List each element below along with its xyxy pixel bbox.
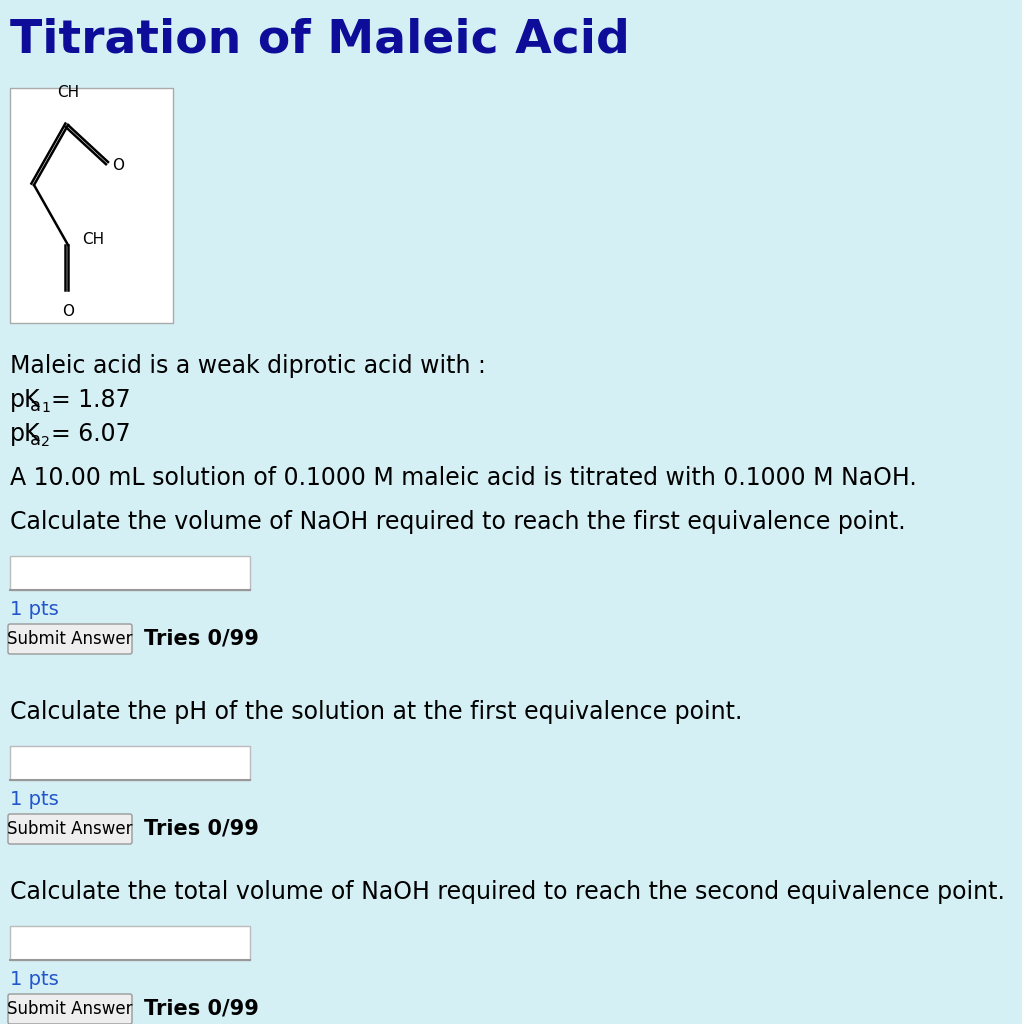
Text: Submit Answer: Submit Answer (7, 1000, 133, 1018)
Text: CH: CH (57, 85, 79, 100)
Text: 2: 2 (41, 435, 50, 449)
Bar (10, 556, 250, 590)
Bar (10, 88, 173, 323)
Text: pK: pK (10, 388, 41, 412)
Text: CH: CH (82, 231, 104, 247)
Text: 1 pts: 1 pts (10, 970, 58, 989)
Text: Tries 0/99: Tries 0/99 (144, 819, 259, 839)
Text: Tries 0/99: Tries 0/99 (144, 999, 259, 1019)
FancyBboxPatch shape (8, 624, 132, 654)
Text: Tries 0/99: Tries 0/99 (144, 629, 259, 649)
Text: Calculate the volume of NaOH required to reach the first equivalence point.: Calculate the volume of NaOH required to… (10, 510, 905, 534)
Text: Titration of Maleic Acid: Titration of Maleic Acid (10, 17, 630, 62)
Text: O: O (112, 159, 124, 173)
Text: A 10.00 mL solution of 0.1000 M maleic acid is titrated with 0.1000 M NaOH.: A 10.00 mL solution of 0.1000 M maleic a… (10, 466, 917, 490)
Text: Submit Answer: Submit Answer (7, 820, 133, 838)
Text: Calculate the pH of the solution at the first equivalence point.: Calculate the pH of the solution at the … (10, 700, 742, 724)
Text: Maleic acid is a weak diprotic acid with :: Maleic acid is a weak diprotic acid with… (10, 354, 485, 378)
FancyBboxPatch shape (8, 994, 132, 1024)
Text: Calculate the total volume of NaOH required to reach the second equivalence poin: Calculate the total volume of NaOH requi… (10, 880, 1005, 904)
Text: pK: pK (10, 422, 41, 446)
Bar (10, 746, 250, 780)
Text: = 6.07: = 6.07 (51, 422, 131, 446)
Text: O: O (62, 304, 74, 319)
Text: 1: 1 (41, 400, 50, 415)
Text: 1 pts: 1 pts (10, 790, 58, 809)
Text: 1 pts: 1 pts (10, 600, 58, 618)
Text: a: a (30, 431, 41, 450)
FancyBboxPatch shape (8, 814, 132, 844)
Bar (10, 926, 250, 961)
Text: = 1.87: = 1.87 (51, 388, 131, 412)
Text: a: a (30, 397, 41, 416)
Text: Submit Answer: Submit Answer (7, 630, 133, 648)
